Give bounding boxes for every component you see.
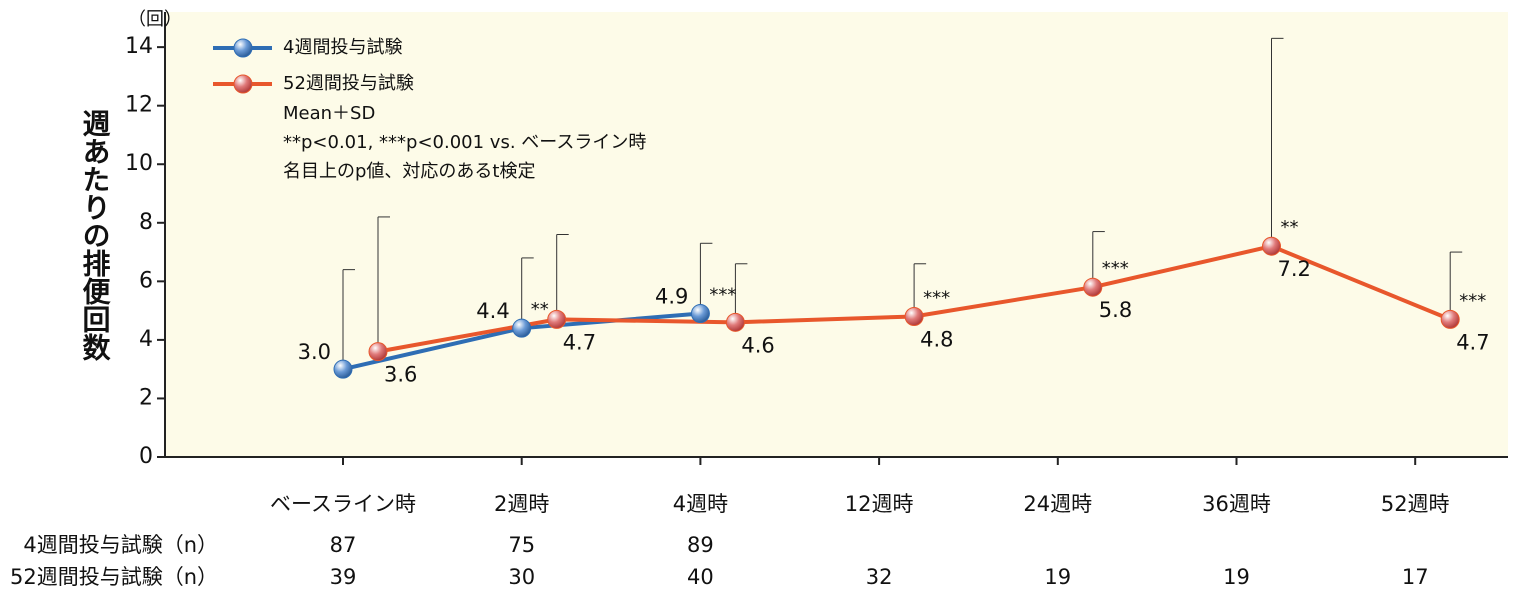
n-value: 89 [687,533,714,557]
y-tick-label: 0 [139,444,153,469]
n-value: 19 [1223,565,1250,589]
y-tick-label: 4 [139,327,153,352]
n-value: 32 [866,565,893,589]
value-label: 4.9 [655,285,688,309]
value-label: 4.4 [476,299,509,323]
n-value: 39 [330,565,357,589]
y-unit: （回） [128,9,182,30]
point [512,318,532,338]
point [333,359,353,379]
value-label: 4.8 [920,327,953,351]
significance: *** [923,287,950,308]
note: Mean＋SD [283,103,375,124]
value-label: 4.7 [563,330,596,354]
value-label: 4.6 [741,333,774,357]
plot-area [165,12,1508,457]
point [1083,277,1103,297]
point [1262,236,1281,256]
value-label: 5.8 [1099,298,1132,322]
y-tick-label: 12 [125,93,153,118]
y-tick-label: 2 [139,385,153,410]
point [1440,309,1460,329]
n-value: 87 [330,533,357,557]
x-tick-label: 36週時 [1202,492,1271,516]
x-tick-label: 24週時 [1023,492,1092,516]
n-value: 17 [1402,565,1429,589]
point [904,306,924,326]
legend-label: 52週間投与試験 [283,73,414,94]
value-label: 7.2 [1278,257,1311,281]
significance: ** [531,299,549,320]
x-tick-label: 4週時 [673,492,728,516]
y-axis-label: 週あたりの排便回数 [79,109,112,362]
note: 名目上のp値、対応のあるt検定 [283,161,535,182]
value-label: 3.0 [298,340,331,364]
point [725,312,745,332]
n-value: 19 [1044,565,1071,589]
point [547,309,567,329]
legend-marker [233,38,253,58]
y-tick-label: 6 [139,268,153,293]
y-tick-label: 8 [139,210,153,235]
n-row-label: 52週間投与試験（n） [10,565,218,589]
significance: ** [1281,217,1299,238]
x-tick-label: ベースライン時 [270,492,416,516]
n-value: 40 [687,565,714,589]
point [690,304,710,324]
y-tick-label: 14 [125,34,153,59]
n-value: 30 [508,565,535,589]
note: **p<0.01, ***p<0.001 vs. ベースライン時 [283,132,646,153]
x-tick-label: 52週時 [1381,492,1450,516]
legend-marker [233,74,253,94]
x-tick-label: 2週時 [494,492,549,516]
n-row-label: 4週間投与試験（n） [23,533,218,557]
y-tick-label: 10 [125,151,153,176]
point [368,342,388,362]
x-tick-label: 12週時 [845,492,914,516]
n-value: 75 [508,533,535,557]
significance: *** [1102,258,1129,279]
legend-label: 4週間投与試験 [283,37,402,58]
significance: *** [1459,290,1486,311]
value-label: 4.7 [1456,330,1489,354]
significance: *** [709,285,736,306]
value-label: 3.6 [384,363,417,387]
